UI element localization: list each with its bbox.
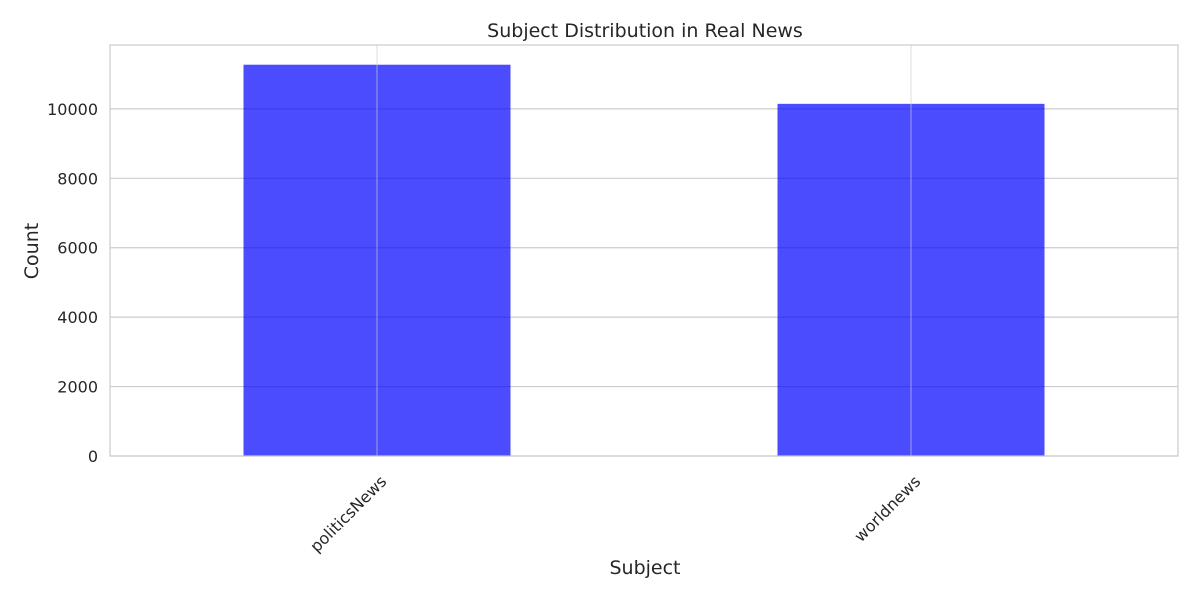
y-tick-label: 4000 bbox=[57, 308, 98, 327]
x-grid-lines bbox=[376, 45, 912, 456]
y-tick-label: 8000 bbox=[57, 169, 98, 188]
y-tick-label: 0 bbox=[88, 447, 98, 466]
y-tick-label: 10000 bbox=[47, 100, 98, 119]
y-tick-labels: 0 2000 4000 6000 8000 10000 bbox=[47, 100, 98, 466]
y-tick-label: 6000 bbox=[57, 239, 98, 258]
x-axis-title: Subject bbox=[609, 557, 680, 579]
y-tick-label: 2000 bbox=[57, 378, 98, 397]
y-axis-title: Count bbox=[21, 223, 43, 279]
chart-title: Subject Distribution in Real News bbox=[487, 20, 803, 42]
plot-frame bbox=[109, 44, 1179, 457]
